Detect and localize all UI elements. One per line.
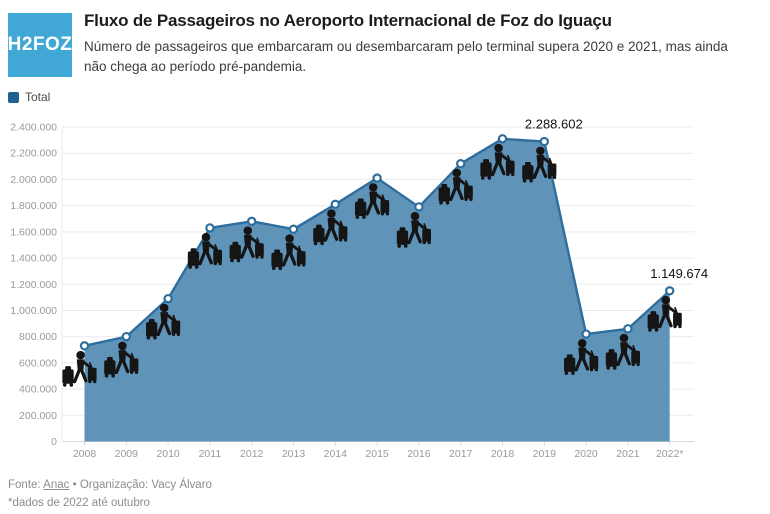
x-axis-label: 2009: [115, 448, 139, 460]
x-axis-label: 2016: [407, 448, 431, 460]
x-axis-label: 2013: [282, 448, 306, 460]
data-point-marker-2012[interactable]: [246, 216, 257, 227]
x-axis-label: 2022*: [656, 448, 683, 460]
y-axis-label: 0: [51, 436, 57, 448]
x-axis-label: 2020: [574, 448, 598, 460]
y-axis-label: 1.400.000: [10, 253, 57, 265]
data-point-marker-2008[interactable]: [79, 341, 90, 351]
y-axis-label: 2.200.000: [10, 148, 57, 160]
data-point-marker-2020[interactable]: [581, 329, 591, 339]
value-annotation: 1.149.674: [650, 266, 708, 281]
h2foz-logo[interactable]: H2FOZ: [8, 13, 72, 77]
x-axis-label: 2014: [324, 448, 348, 460]
series-layer: [84, 137, 671, 442]
data-point-marker-2010[interactable]: [163, 293, 173, 304]
y-axis-label: 2.000.000: [10, 174, 57, 186]
y-axis-label: 1.000.000: [10, 305, 57, 317]
footer-note: *dados de 2022 até outubro: [8, 496, 150, 509]
x-axis-label: 2011: [199, 448, 222, 460]
y-axis-label: 2.400.000: [10, 122, 57, 134]
y-axis-label: 400.000: [19, 384, 57, 396]
logo-text: H2FOZ: [7, 34, 73, 55]
x-axis-label: 2018: [491, 448, 515, 460]
page-subtitle: Número de passageiros que embarcaram ou …: [84, 39, 728, 75]
chart-legend: Total: [8, 90, 50, 104]
y-axis-label: 1.600.000: [10, 226, 57, 238]
value-annotation: 2.288.602: [525, 117, 583, 132]
data-point-marker-2022*[interactable]: [665, 286, 675, 296]
label-layer: 2.288.602 1.149.674: [79, 117, 708, 351]
source-label: Fonte:: [8, 479, 41, 491]
x-axis-label: 2015: [365, 448, 389, 460]
y-axis-label: 1.200.000: [10, 279, 57, 291]
data-point-marker-2019[interactable]: [539, 136, 550, 147]
data-point-marker-2011[interactable]: [205, 223, 215, 233]
y-axis-label: 1.800.000: [10, 200, 57, 212]
legend-swatch-total: [8, 91, 19, 103]
source-link-anac[interactable]: Anac: [43, 479, 70, 491]
page-title: Fluxo de Passageiros no Aeroporto Intern…: [84, 11, 612, 30]
footer-source-line: Fonte: Anac • Organização: Vacy Álvaro: [8, 477, 212, 495]
data-point-marker-2009[interactable]: [121, 331, 132, 342]
data-point-marker-2018[interactable]: [497, 134, 508, 144]
x-axis-label: 2021: [616, 448, 640, 460]
area-fill: [84, 138, 670, 442]
data-point-marker-2021[interactable]: [623, 324, 633, 334]
x-axis-label: 2019: [533, 448, 557, 460]
x-axis-label: 2010: [156, 448, 180, 460]
y-axis-label: 200.000: [19, 410, 57, 422]
data-point-marker-2016[interactable]: [414, 202, 424, 212]
legend-label-total: Total: [25, 90, 51, 104]
data-point-marker-2015[interactable]: [372, 173, 382, 183]
x-axis-label: 2012: [240, 448, 264, 460]
y-axis-label: 800.000: [19, 331, 57, 343]
x-axis-label: 2008: [73, 448, 97, 460]
chart-footer: Fonte: Anac • Organização: Vacy Álvaro *…: [8, 477, 212, 513]
data-point-marker-2017[interactable]: [456, 158, 466, 169]
data-point-marker-2014[interactable]: [330, 199, 340, 210]
data-point-marker-2013[interactable]: [288, 224, 299, 234]
footer-bullet: •: [72, 479, 77, 491]
organization-credit: Organização: Vacy Álvaro: [79, 479, 212, 491]
y-axis-label: 600.000: [19, 357, 57, 369]
x-axis-label: 2017: [449, 448, 473, 460]
